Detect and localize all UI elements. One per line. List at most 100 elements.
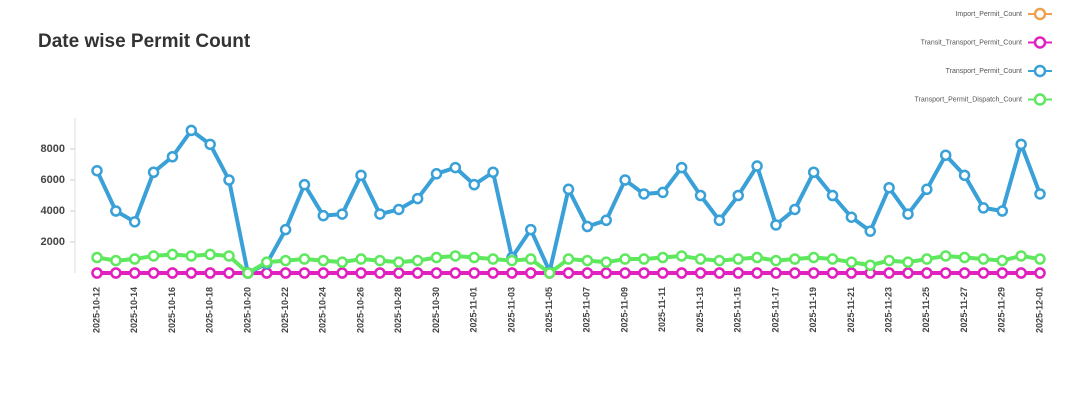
point <box>581 254 594 267</box>
point <box>977 253 990 265</box>
point <box>393 256 405 268</box>
point <box>600 256 612 268</box>
point <box>883 267 895 279</box>
point <box>317 254 330 267</box>
point <box>600 214 612 227</box>
x-tick-label: 2025-11-13 <box>695 287 705 333</box>
point <box>204 248 216 261</box>
x-tick-label: 2025-10-26 <box>355 287 365 333</box>
point <box>996 267 1009 279</box>
point <box>921 267 933 279</box>
point <box>166 151 179 163</box>
point <box>468 178 480 191</box>
point <box>487 267 499 279</box>
point <box>770 254 782 267</box>
point <box>506 267 518 279</box>
point <box>1015 138 1027 151</box>
chart-title: Date wise Permit Count <box>38 31 251 52</box>
point <box>807 267 820 279</box>
legend-marker <box>1033 7 1047 21</box>
point <box>185 124 198 137</box>
point <box>279 223 292 236</box>
point <box>128 216 141 228</box>
point <box>336 256 348 268</box>
x-tick-label: 2025-11-03 <box>506 287 516 333</box>
point <box>600 267 612 279</box>
point <box>91 164 103 177</box>
point <box>562 253 575 265</box>
x-tick-label: 2025-11-01 <box>469 287 479 333</box>
legend-label: Transit_Transport_Permit_Count <box>921 39 1022 46</box>
x-tick-label: 2025-10-12 <box>91 287 101 333</box>
x-tick-label: 2025-10-28 <box>393 287 403 333</box>
point <box>939 149 952 161</box>
point <box>619 267 631 279</box>
point <box>91 251 103 264</box>
point <box>694 253 707 265</box>
point <box>374 208 386 220</box>
point <box>242 267 254 279</box>
point <box>543 267 556 279</box>
point <box>355 169 367 182</box>
point <box>845 267 858 279</box>
point <box>770 267 782 279</box>
point <box>411 267 424 279</box>
point <box>279 267 292 279</box>
point <box>147 166 160 178</box>
series-line <box>95 128 1042 275</box>
point <box>789 203 801 216</box>
point <box>562 267 575 279</box>
point <box>713 254 726 267</box>
point <box>996 254 1009 267</box>
point <box>675 161 688 174</box>
point <box>732 189 744 202</box>
point <box>902 208 914 220</box>
point <box>147 267 160 279</box>
point <box>110 254 122 267</box>
point <box>298 253 311 265</box>
point <box>185 267 198 279</box>
x-tick-label: 2025-12-01 <box>1034 287 1044 333</box>
x-tick-label: 2025-11-23 <box>883 287 893 333</box>
point <box>430 251 443 264</box>
point <box>694 267 707 279</box>
point <box>393 203 405 216</box>
x-tick-label: 2025-11-29 <box>997 287 1007 333</box>
point <box>845 211 858 223</box>
point <box>807 166 820 178</box>
point <box>223 174 235 186</box>
point <box>525 267 537 279</box>
x-tick-label: 2025-10-22 <box>280 287 290 333</box>
point <box>223 250 235 262</box>
point <box>675 267 688 279</box>
x-tick-label: 2025-10-16 <box>167 287 177 333</box>
x-tick-label: 2025-11-19 <box>808 287 818 333</box>
point <box>562 183 575 196</box>
point <box>260 256 273 268</box>
point <box>958 169 971 182</box>
x-tick-label: 2025-11-05 <box>544 287 554 333</box>
point <box>977 267 990 279</box>
point <box>1015 267 1027 279</box>
point <box>713 214 726 227</box>
point <box>826 189 839 202</box>
x-tick-label: 2025-10-18 <box>205 287 215 333</box>
point <box>826 253 839 265</box>
point <box>732 253 744 265</box>
point <box>789 253 801 265</box>
x-tick-label: 2025-10-20 <box>242 287 252 333</box>
point <box>751 267 763 279</box>
point <box>336 208 348 220</box>
point <box>506 254 518 267</box>
y-tick-label: 4000 <box>41 205 65 217</box>
x-tick-label: 2025-11-07 <box>582 287 592 333</box>
point <box>883 254 895 267</box>
point <box>525 223 537 236</box>
point <box>657 251 669 264</box>
point <box>91 267 103 279</box>
point <box>638 267 650 279</box>
point <box>336 267 348 279</box>
point <box>921 253 933 265</box>
point <box>317 209 330 222</box>
